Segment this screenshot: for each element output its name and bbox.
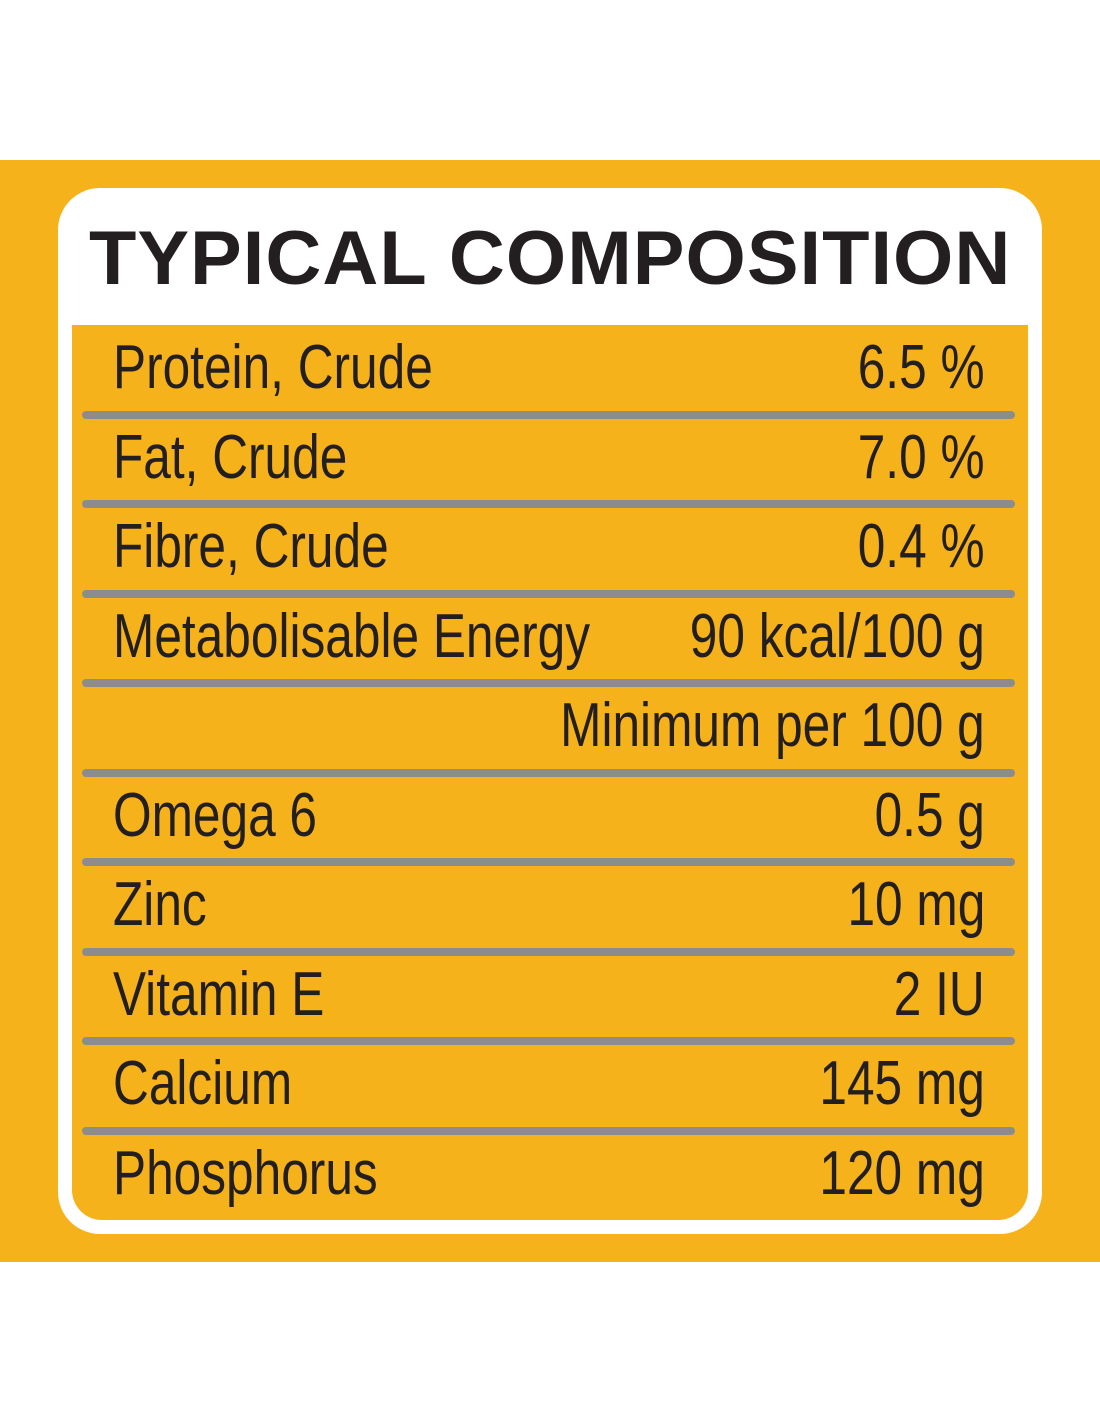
row-separator [82, 1037, 1015, 1045]
row-label: Calcium [113, 1049, 293, 1118]
row-separator [82, 679, 1015, 687]
row-value: 0.5 g [874, 780, 985, 850]
row-separator [82, 947, 1015, 956]
row-value: 120 mg [819, 1138, 985, 1208]
row-label: Fibre, Crude [113, 512, 389, 581]
row-value: 145 mg [819, 1049, 985, 1118]
row-label: Vitamin E [113, 959, 325, 1029]
row-label: Omega 6 [113, 780, 318, 850]
row-value: 7.0 % [858, 422, 985, 492]
row-separator [82, 500, 1015, 508]
row-label: Phosphorus [113, 1138, 378, 1208]
title-text: TYPICAL COMPOSITION [88, 216, 1012, 301]
row-separator [82, 768, 1015, 777]
row-label: Protein, Crude [113, 333, 433, 402]
row-label: Metabolisable Energy [113, 601, 590, 671]
row-label: Fat, Crude [113, 422, 348, 492]
title: TYPICAL COMPOSITION [0, 214, 1100, 304]
row-value: 90 kcal/100 g [689, 601, 985, 671]
row-separator [82, 589, 1015, 598]
row-value: 2 IU [894, 959, 985, 1029]
row-separator [82, 858, 1015, 866]
row-value: 10 mg [847, 870, 985, 939]
row-subheading: Minimum per 100 g [560, 691, 985, 760]
row-separator [82, 1126, 1015, 1135]
row-label: Zinc [113, 870, 207, 939]
row-value: 0.4 % [858, 512, 985, 581]
row-value: 6.5 % [858, 333, 985, 402]
row-separator [82, 410, 1015, 419]
